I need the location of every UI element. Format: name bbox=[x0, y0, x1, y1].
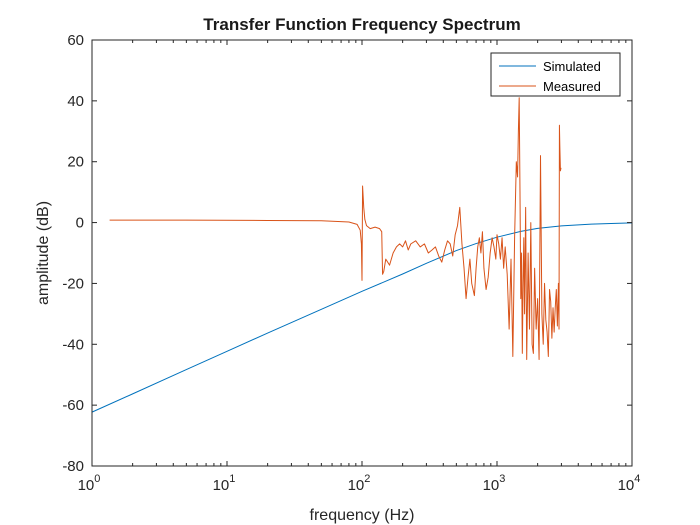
x-tick-label: 101 bbox=[213, 473, 236, 494]
series-layer bbox=[91, 97, 633, 413]
legend-label-measured: Measured bbox=[543, 79, 601, 94]
y-tick-label: 60 bbox=[67, 32, 84, 49]
series-line-simulated bbox=[91, 222, 633, 413]
x-tick-label: 100 bbox=[78, 473, 101, 494]
y-tick-label: -20 bbox=[62, 275, 84, 292]
x-tick-label: 102 bbox=[348, 473, 371, 494]
x-tick-exponent: 3 bbox=[499, 473, 505, 485]
x-tick-label: 104 bbox=[618, 473, 641, 494]
x-tick-base: 10 bbox=[78, 477, 95, 494]
y-tick-label: -40 bbox=[62, 336, 84, 353]
x-tick-base: 10 bbox=[483, 477, 500, 494]
y-tick-label: -80 bbox=[62, 458, 84, 475]
x-tick-exponent: 2 bbox=[364, 473, 370, 485]
y-tick-label: -60 bbox=[62, 397, 84, 414]
x-tick-exponent: 1 bbox=[229, 473, 235, 485]
x-tick-base: 10 bbox=[213, 477, 230, 494]
y-tick-label: 40 bbox=[67, 93, 84, 110]
y-tick-label: 0 bbox=[76, 215, 84, 232]
y-tick-label: 20 bbox=[67, 154, 84, 171]
legend-box bbox=[490, 52, 621, 97]
x-tick-exponent: 4 bbox=[634, 473, 640, 485]
legend: Simulated Measured bbox=[490, 52, 621, 97]
x-tick-base: 10 bbox=[348, 477, 365, 494]
series-line-measured bbox=[109, 97, 562, 360]
chart-title: Transfer Function Frequency Spectrum bbox=[203, 15, 520, 34]
x-tick-base: 10 bbox=[618, 477, 635, 494]
y-axis-label: amplitude (dB) bbox=[35, 201, 52, 305]
x-tick-exponent: 0 bbox=[94, 473, 100, 485]
x-tick-label: 103 bbox=[483, 473, 506, 494]
x-axis-label: frequency (Hz) bbox=[310, 507, 415, 524]
legend-label-simulated: Simulated bbox=[543, 59, 601, 74]
